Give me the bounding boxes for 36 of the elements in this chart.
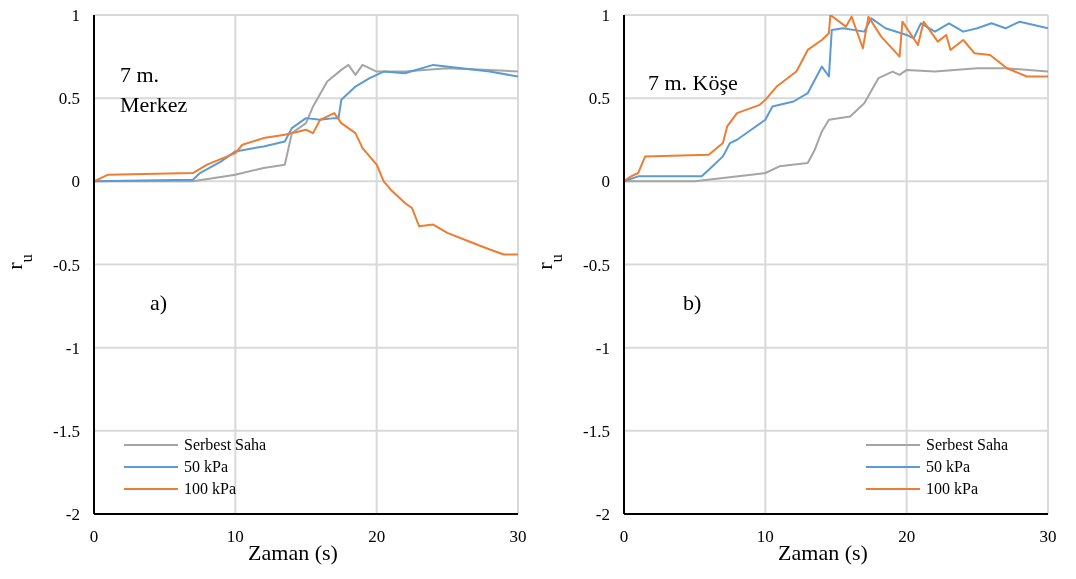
legend-label: Serbest Saha bbox=[926, 435, 1009, 455]
y-tick-label: 0 bbox=[71, 172, 80, 192]
x-tick-label: 0 bbox=[619, 527, 629, 547]
x-axis-title: Zaman (s) bbox=[248, 540, 338, 565]
legend-label: Serbest Saha bbox=[184, 435, 267, 455]
y-tick-label: -0.5 bbox=[583, 255, 610, 275]
x-tick-label: 30 bbox=[509, 527, 527, 547]
y-tick-label: -0.5 bbox=[53, 255, 80, 275]
y-tick-label: 1 bbox=[71, 6, 80, 26]
line-series bbox=[94, 112, 518, 256]
legend-label: 50 kPa bbox=[184, 457, 228, 477]
y-tick-label: -1 bbox=[65, 338, 80, 358]
x-tick-label: 30 bbox=[1039, 527, 1057, 547]
y-tick-label: 0 bbox=[601, 172, 610, 192]
y-tick-label: 0.5 bbox=[588, 89, 610, 109]
x-tick-label: 20 bbox=[368, 527, 386, 547]
y-tick-label: -1.5 bbox=[583, 421, 610, 441]
y-tick-label: -2 bbox=[595, 505, 610, 525]
legend-label: 100 kPa bbox=[184, 479, 236, 499]
x-axis-title: Zaman (s) bbox=[778, 540, 868, 565]
line-series bbox=[624, 67, 1048, 183]
legend-label: 50 kPa bbox=[926, 457, 970, 477]
annotation: 7 m. Merkez bbox=[120, 61, 188, 119]
annotation: a) bbox=[150, 289, 168, 317]
legend-label: 100 kPa bbox=[926, 479, 978, 499]
annotation: b) bbox=[683, 289, 702, 317]
y-tick-label: -2 bbox=[65, 505, 80, 525]
y-tick-label: 1 bbox=[601, 6, 610, 26]
x-tick-label: 10 bbox=[226, 527, 244, 547]
x-tick-label: 20 bbox=[898, 527, 916, 547]
y-tick-label: 0.5 bbox=[58, 89, 80, 109]
y-tick-label: -1.5 bbox=[53, 421, 80, 441]
x-tick-label: 0 bbox=[89, 527, 99, 547]
annotation: 7 m. Köşe bbox=[648, 69, 738, 97]
y-tick-label: -1 bbox=[595, 338, 610, 358]
x-tick-label: 10 bbox=[756, 527, 774, 547]
